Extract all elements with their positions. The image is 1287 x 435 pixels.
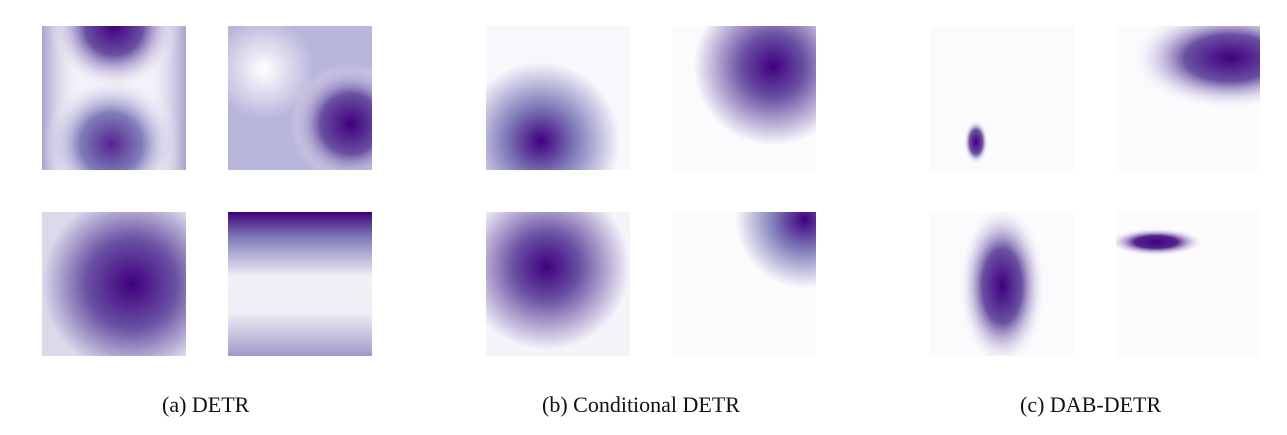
panel-caption: (a) DETR bbox=[162, 392, 249, 418]
attention-map-detr-3 bbox=[42, 212, 186, 356]
panel-caption: (c) DAB-DETR bbox=[1020, 392, 1161, 418]
panel-conditional-detr: (b) Conditional DETR bbox=[442, 0, 842, 435]
attention-map-detr-2 bbox=[228, 26, 372, 170]
panel-detr: (a) DETR bbox=[0, 0, 400, 435]
attention-map-dab-4 bbox=[1116, 212, 1260, 356]
attention-map-conditional-3 bbox=[486, 212, 630, 356]
panel-dab-detr: (c) DAB-DETR bbox=[886, 0, 1286, 435]
attention-map-dab-2 bbox=[1116, 26, 1260, 170]
panel-caption: (b) Conditional DETR bbox=[542, 392, 740, 418]
attention-map-dab-1 bbox=[930, 26, 1074, 170]
attention-map-conditional-1 bbox=[486, 26, 630, 170]
attention-map-dab-3 bbox=[930, 212, 1074, 356]
attention-map-conditional-2 bbox=[672, 26, 816, 170]
attention-map-conditional-4 bbox=[672, 212, 816, 356]
attention-map-detr-4 bbox=[228, 212, 372, 356]
attention-map-detr-1 bbox=[42, 26, 186, 170]
